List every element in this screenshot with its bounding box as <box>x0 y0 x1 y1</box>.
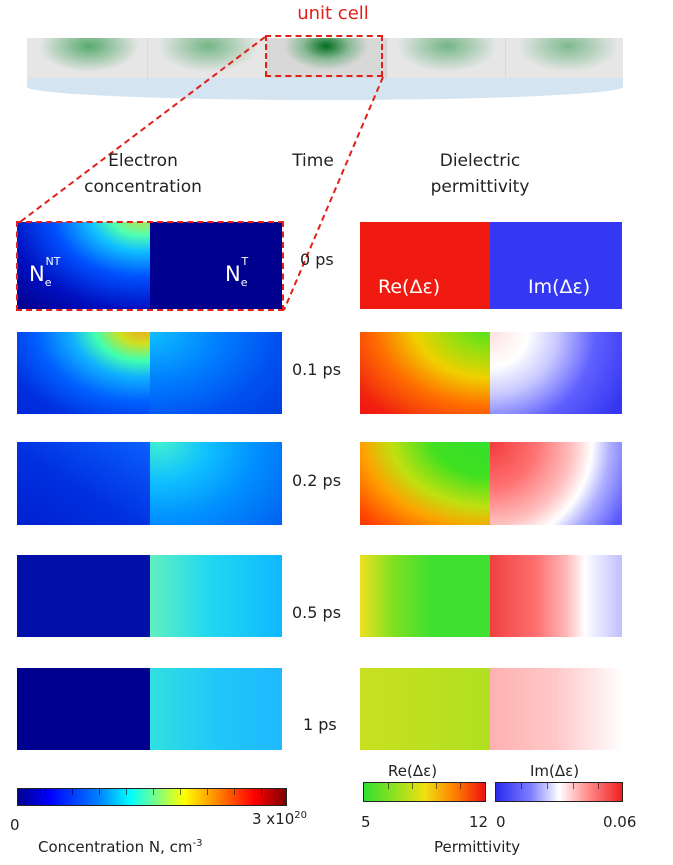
time-label-0.2ps: 0.2 ps <box>292 471 342 490</box>
im-colorbar-max: 0.06 <box>603 813 637 831</box>
re-colorbar-max: 12 <box>469 813 489 831</box>
electron-panel-0.1ps-right <box>150 332 282 414</box>
permittivity-panel-0.2ps-re <box>360 442 490 525</box>
permittivity-panel-0.2ps <box>360 442 622 525</box>
electron-panel-1ps-left <box>17 668 150 750</box>
header-dielectric-permittivity: Dielectric permittivity <box>395 150 565 198</box>
time-label-0.5ps: 0.5 ps <box>292 603 342 622</box>
header-electron-concentration: Electron concentration <box>58 150 228 198</box>
re-colorbar-min: 5 <box>361 813 371 831</box>
permittivity-panel-1ps <box>360 668 622 750</box>
permittivity-panel-0.5ps-re <box>360 555 490 637</box>
permittivity-panel-0.2ps-im <box>490 442 622 525</box>
permittivity-panel-0ps-re <box>360 222 490 309</box>
time-label-0.1ps: 0.1 ps <box>292 360 342 379</box>
permittivity-panel-0ps-im <box>490 222 622 309</box>
electron-panel-0ps-left <box>17 222 150 309</box>
strip-cell-4 <box>385 38 505 80</box>
time-label-1ps: 1 ps <box>303 715 337 734</box>
permittivity-panel-1ps-re <box>360 668 490 750</box>
permittivity-panel-0.5ps <box>360 555 622 637</box>
concentration-max: 3 x1020 <box>252 810 308 828</box>
unit-cell-label: unit cell <box>297 3 369 24</box>
re-label: Re(Δε) <box>378 276 441 298</box>
electron-panel-1ps <box>17 668 282 750</box>
electron-panel-0ps-right <box>150 222 282 309</box>
concentration-colorbar <box>17 788 287 806</box>
electron-panel-0.5ps <box>17 555 282 637</box>
permittivity-panel-0.1ps-re <box>360 332 490 414</box>
header-electron-line2: concentration <box>84 177 202 197</box>
permittivity-panel-1ps-im <box>490 668 622 750</box>
electron-panel-0ps-highlight <box>16 221 284 311</box>
time-label-0ps: 0 ps <box>300 250 334 269</box>
header-time: Time <box>292 151 334 171</box>
concentration-min: 0 <box>10 816 20 834</box>
im-label: Im(Δε) <box>528 276 591 298</box>
strip-cell-3 <box>267 38 387 80</box>
permittivity-axis-label: Permittivity <box>434 838 521 856</box>
permittivity-panel-0.5ps-im <box>490 555 622 637</box>
re-colorbar <box>363 782 486 802</box>
header-electron-line1: Electron <box>108 151 178 171</box>
strip-cell-1 <box>27 38 147 80</box>
unit-cell-strip <box>27 38 624 80</box>
substrate-wave <box>27 78 623 100</box>
unit-cell-highlight <box>265 35 383 77</box>
permittivity-panel-0ps: Re(Δε) Im(Δε) <box>360 222 622 309</box>
electron-panel-0.1ps <box>17 332 282 414</box>
ne-t-label: NeT <box>225 255 249 290</box>
header-dielectric-line1: Dielectric <box>439 151 521 171</box>
electron-panel-0.5ps-left <box>17 555 150 637</box>
strip-cell-2 <box>147 38 268 80</box>
im-colorbar-min: 0 <box>496 813 506 831</box>
electron-panel-1ps-right <box>150 668 282 750</box>
strip-cell-5 <box>505 38 624 80</box>
electron-panel-0.2ps-right <box>150 442 282 525</box>
re-colorbar-title: Re(Δε) <box>388 762 438 780</box>
permittivity-panel-0.1ps-im <box>490 332 622 414</box>
electron-panel-0ps: NeNT NeT <box>17 222 282 309</box>
concentration-axis-label: Concentration N, cm-3 <box>38 838 203 856</box>
electron-panel-0.1ps-left <box>17 332 150 414</box>
permittivity-panel-0.1ps <box>360 332 622 414</box>
header-dielectric-line2: permittivity <box>430 177 530 197</box>
electron-panel-0.5ps-right <box>150 555 282 637</box>
ne-nt-label: NeNT <box>29 255 61 290</box>
im-colorbar <box>495 782 623 802</box>
im-colorbar-title: Im(Δε) <box>530 762 580 780</box>
electron-panel-0.2ps <box>17 442 282 525</box>
electron-panel-0.2ps-left <box>17 442 150 525</box>
